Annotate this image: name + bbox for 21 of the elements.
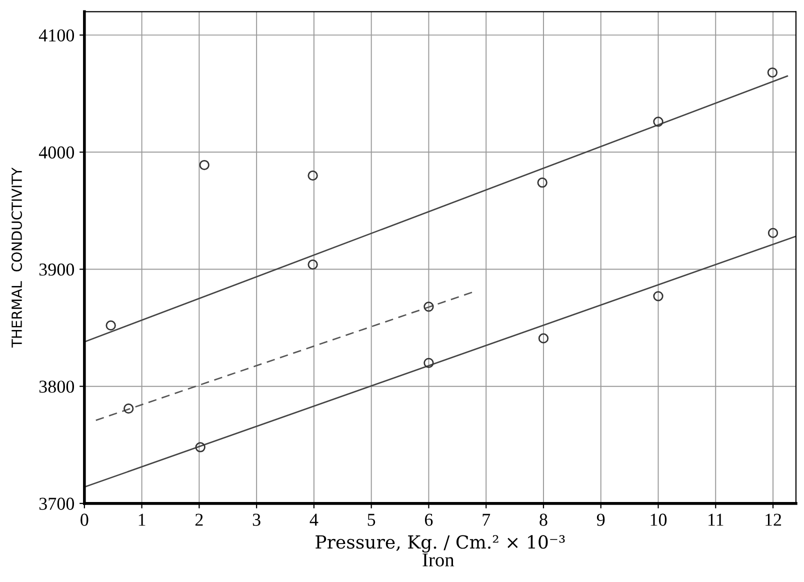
x-tick-label: 10: [650, 514, 667, 526]
x-tick-label: 7: [482, 514, 490, 526]
x-tick-label: 8: [540, 514, 548, 526]
y-tick-label: 3900: [39, 264, 74, 276]
text: Iron: [422, 554, 454, 566]
y-tick-label: 4100: [38, 29, 74, 42]
x-tick-label: 1: [138, 514, 146, 526]
y-tick-label: 4000: [38, 146, 74, 159]
x-tick-label: 3: [252, 514, 260, 526]
x-tick-label: 9: [596, 514, 605, 526]
y-tick-label: 3700: [39, 498, 74, 510]
x-tick-label: 4: [310, 514, 318, 526]
y-axis-title: THERMAL CONDUCTIVITY: [12, 167, 22, 348]
x-tick-label: 12: [766, 514, 782, 526]
x-tick-label: 11: [708, 514, 724, 526]
y-tick-label: 3800: [39, 380, 74, 393]
x-tick-label: 0: [80, 514, 88, 526]
x-tick-label: 6: [424, 514, 433, 526]
x-tick-label: 5: [368, 514, 376, 526]
x-tick-label: 2: [195, 514, 203, 526]
x-axis-title: Pressure, Kg. / Cm.² × 10⁻³: [316, 535, 565, 553]
